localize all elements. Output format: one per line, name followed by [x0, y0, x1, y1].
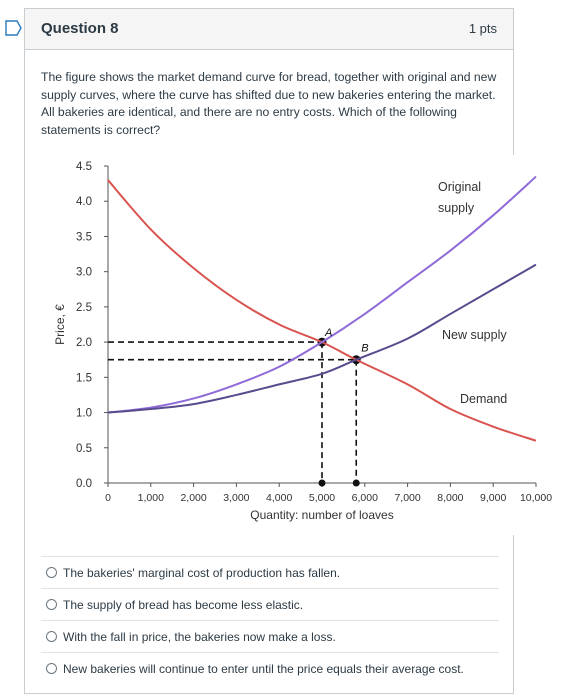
original-supply-label: supply — [438, 201, 475, 215]
answer-option[interactable]: The supply of bread has become less elas… — [41, 588, 499, 620]
chart-axes: 0.0 0.5 1.0 1.5 2.0 2.5 3.0 3.5 4.0 4.5 0 1,000 2,00… — [53, 161, 552, 522]
supply-demand-chart: 0.0 0.5 1.0 1.5 2.0 2.5 3.0 3.5 4.0 4.5 0 1,000 2,00… — [40, 155, 566, 535]
question-title: Question 8 — [41, 20, 119, 37]
demand-label: Demand — [460, 392, 507, 406]
answer-label: With the fall in price, the bakeries now… — [63, 629, 336, 644]
x-tick-label: 3,000 — [223, 492, 249, 504]
x-tick-label: 9,000 — [480, 492, 506, 504]
x-tick-label: 0 — [105, 492, 111, 504]
y-tick-label: 1.5 — [76, 372, 92, 384]
chart-labels: A B Original supply New supply Demand — [324, 180, 507, 406]
new-supply-label: New supply — [442, 328, 507, 342]
series-line-original-supply — [107, 175, 537, 414]
y-tick-label: 3.0 — [76, 267, 92, 279]
x-tick-label: 7,000 — [394, 492, 420, 504]
answer-option[interactable]: New bakeries will continue to enter unti… — [41, 652, 499, 684]
y-tick-label: 0.0 — [76, 478, 92, 490]
y-axis-title: Price, € — [53, 304, 67, 345]
y-tick-label: 4.0 — [76, 196, 92, 208]
chart-guides — [108, 337, 361, 487]
original-supply-label: Original — [438, 180, 481, 194]
point-label: A — [324, 327, 332, 339]
radio-button[interactable] — [46, 631, 57, 642]
x-tick-label: 10,000 — [520, 492, 552, 504]
quantity-marker — [352, 479, 360, 487]
radio-button[interactable] — [46, 599, 57, 610]
answer-label: New bakeries will continue to enter unti… — [63, 661, 464, 676]
answer-option[interactable]: The bakeries' marginal cost of productio… — [41, 556, 499, 588]
question-points: 1 pts — [468, 21, 497, 36]
y-tick-label: 3.5 — [76, 231, 92, 243]
question-header: Question 8 1 pts — [25, 9, 513, 50]
x-tick-label: 2,000 — [180, 492, 206, 504]
x-tick-label: 1,000 — [138, 492, 164, 504]
chart-curves — [107, 175, 537, 442]
answer-option[interactable]: With the fall in price, the bakeries now… — [41, 620, 499, 652]
x-tick-label: 8,000 — [437, 492, 463, 504]
y-tick-label: 1.0 — [76, 408, 92, 420]
y-tick-label: 4.5 — [76, 161, 92, 173]
quantity-marker — [318, 479, 326, 487]
x-axis-title: Quantity: number of loaves — [250, 508, 393, 522]
x-tick-label: 4,000 — [266, 492, 292, 504]
y-tick-label: 0.5 — [76, 443, 92, 455]
x-tick-label: 5,000 — [309, 492, 335, 504]
answer-label: The supply of bread has become less elas… — [63, 597, 304, 612]
series-line-new-supply — [107, 263, 537, 414]
y-tick-label: 2.5 — [76, 302, 92, 314]
radio-button[interactable] — [46, 567, 57, 578]
point-label: B — [361, 343, 368, 355]
y-tick-label: 2.0 — [76, 337, 92, 349]
radio-button[interactable] — [46, 663, 57, 674]
answer-list: The bakeries' marginal cost of productio… — [41, 556, 499, 684]
x-tick-label: 6,000 — [352, 492, 378, 504]
flag-icon[interactable] — [4, 20, 22, 36]
question-text: The figure shows the market demand curve… — [41, 70, 497, 137]
answer-label: The bakeries' marginal cost of productio… — [63, 565, 341, 580]
